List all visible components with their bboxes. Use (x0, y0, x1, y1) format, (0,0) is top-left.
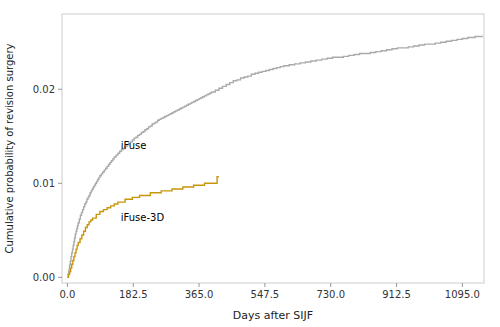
x-tick-label: 547.5 (251, 289, 280, 300)
x-tick-label: 730.0 (316, 289, 345, 300)
x-tick (330, 283, 331, 287)
x-tick-label: 182.5 (119, 289, 148, 300)
series-line (67, 36, 482, 278)
y-tick-label: 0.02 (33, 84, 55, 95)
x-tick (264, 283, 265, 287)
x-tick (67, 283, 68, 287)
series-line (67, 177, 218, 278)
x-tick (199, 283, 200, 287)
annotation: iFuse (121, 140, 147, 151)
x-tick (462, 283, 463, 287)
y-tick-label: 0.00 (33, 272, 55, 283)
y-tick (58, 277, 62, 278)
x-tick (133, 283, 134, 287)
x-tick (396, 283, 397, 287)
annotation: iFuse-3D (121, 212, 165, 223)
x-axis-label: Days after SIJF (233, 309, 313, 322)
x-tick-label: 365.0 (185, 289, 214, 300)
series-group (67, 36, 482, 278)
x-tick-label: 1095.0 (445, 289, 480, 300)
y-tick (58, 89, 62, 90)
y-axis-label: Cumulative probability of revision surge… (4, 43, 15, 253)
y-tick-label: 0.01 (33, 178, 55, 189)
y-tick (58, 183, 62, 184)
x-tick-label: 912.5 (382, 289, 411, 300)
plot-frame (62, 14, 484, 283)
chart: 0.0 182.5 365.0 547.5 730.0 912.5 1095.0 0.00 0.… (0, 0, 500, 327)
x-tick-label: 0.0 (59, 289, 75, 300)
